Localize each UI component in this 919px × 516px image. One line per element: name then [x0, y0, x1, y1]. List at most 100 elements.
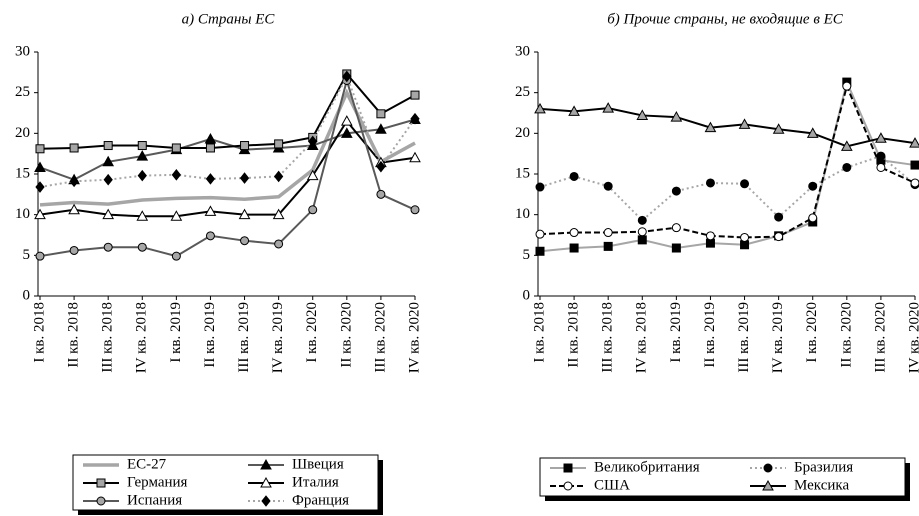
marker: [410, 205, 420, 215]
marker: [261, 495, 271, 507]
marker: [171, 143, 181, 153]
marker: [563, 481, 573, 491]
legend-box: [539, 457, 906, 497]
y-tick-label: 10: [515, 206, 530, 222]
x-tick-label: I кв. 2020: [304, 302, 320, 363]
x-tick-label: I кв. 2019: [668, 302, 684, 363]
x-tick-label: I кв. 2020: [804, 302, 820, 363]
marker: [34, 208, 46, 220]
x-tick-label: II кв. 2020: [838, 302, 854, 368]
x-tick-label: III кв. 2018: [100, 302, 116, 373]
y-tick-label: 0: [523, 287, 531, 303]
marker: [306, 169, 319, 181]
series-line: [39, 88, 416, 207]
marker: [205, 143, 215, 153]
marker: [308, 135, 318, 148]
chart-title: б) Прочие страны, не входящие в ЕС: [607, 11, 844, 27]
marker: [637, 235, 647, 245]
marker: [410, 112, 420, 125]
marker: [603, 181, 613, 191]
x-tick-label: III кв. 2020: [872, 302, 888, 373]
x-tick-label: II кв. 2020: [338, 302, 354, 368]
y-tick-label: 0: [23, 287, 31, 303]
marker: [705, 238, 715, 248]
x-tick-label: II кв. 2019: [702, 302, 718, 368]
marker: [569, 171, 579, 181]
marker: [637, 227, 647, 237]
x-tick-label: IV кв. 2020: [406, 302, 422, 373]
marker: [69, 245, 79, 255]
x-tick-label: I кв. 2018: [31, 302, 47, 363]
x-tick-label: IV кв. 2018: [634, 302, 650, 373]
marker: [340, 127, 353, 138]
marker: [772, 123, 785, 134]
marker: [375, 123, 387, 134]
marker: [671, 223, 681, 233]
marker: [34, 161, 46, 172]
marker: [535, 229, 545, 239]
legend-label: Бразилия: [794, 459, 853, 475]
marker: [637, 215, 647, 225]
marker: [170, 210, 183, 221]
y-tick-label: 30: [15, 43, 30, 59]
marker: [136, 150, 149, 161]
marker: [260, 458, 272, 470]
marker: [96, 496, 106, 506]
marker: [376, 109, 386, 119]
marker: [671, 243, 681, 253]
marker: [806, 127, 819, 138]
marker: [602, 102, 615, 113]
marker: [569, 243, 579, 253]
series-line: [539, 154, 916, 222]
y-tick-label: 20: [15, 125, 30, 141]
marker: [909, 137, 919, 148]
marker: [102, 155, 115, 167]
legend-label: Германия: [127, 474, 188, 490]
x-tick-label: II кв. 2018: [66, 302, 82, 368]
x-tick-label: IV кв. 2018: [134, 302, 150, 373]
marker: [35, 144, 45, 154]
legend-label: Испания: [127, 492, 182, 508]
legend-label: Мексика: [794, 477, 849, 493]
marker: [774, 212, 784, 222]
x-tick-label: I кв. 2018: [531, 302, 547, 363]
y-tick-label: 15: [15, 165, 30, 181]
marker: [563, 463, 573, 473]
y-tick-label: 5: [523, 247, 531, 263]
series-line: [539, 107, 916, 148]
marker: [103, 173, 113, 186]
marker: [35, 181, 45, 193]
marker: [535, 246, 545, 256]
x-tick-label: III кв. 2019: [236, 302, 252, 373]
x-tick-label: IV кв. 2019: [270, 302, 286, 373]
marker: [670, 111, 683, 122]
marker: [68, 203, 80, 215]
marker: [240, 141, 250, 151]
x-tick-label: I кв. 2019: [168, 302, 184, 363]
y-tick-label: 10: [15, 206, 30, 222]
marker: [69, 175, 79, 188]
marker: [273, 170, 284, 183]
marker: [376, 160, 386, 173]
marker: [842, 162, 852, 172]
marker: [409, 151, 421, 163]
marker: [260, 476, 272, 488]
marker: [876, 162, 886, 172]
marker: [137, 141, 147, 151]
marker: [171, 169, 182, 181]
marker: [569, 228, 579, 238]
marker: [603, 228, 613, 238]
marker: [136, 210, 149, 221]
marker: [204, 132, 217, 144]
marker: [910, 178, 919, 188]
marker: [240, 236, 250, 246]
marker: [704, 121, 717, 133]
marker: [705, 231, 715, 241]
y-tick-label: 5: [23, 247, 31, 263]
marker: [103, 242, 113, 252]
marker: [875, 132, 887, 143]
legend-label: Франция: [292, 492, 349, 508]
marker: [762, 479, 774, 491]
marker: [137, 169, 147, 182]
marker: [204, 205, 217, 216]
